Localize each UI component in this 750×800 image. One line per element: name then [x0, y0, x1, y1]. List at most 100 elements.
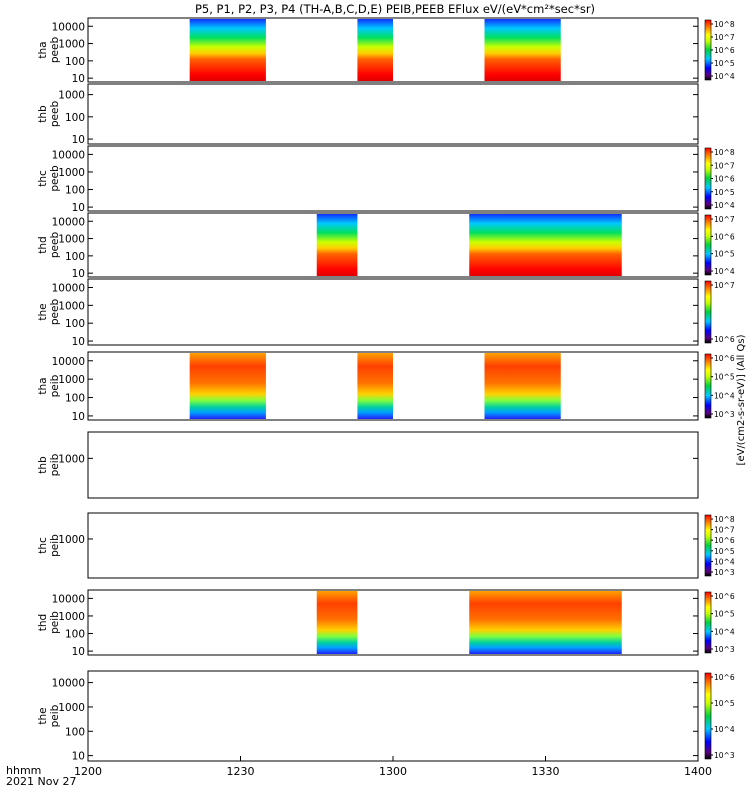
colorbar: [704, 591, 712, 654]
colorbar-tick-label: 10^3: [714, 410, 735, 419]
colorbar-tick-label: 10^7: [714, 33, 735, 42]
y-tick-label: 1000: [58, 90, 85, 102]
panel-product-label: peeb: [49, 299, 61, 326]
colorbar-tick-label: 10^5: [714, 699, 735, 708]
colorbar-tick-label: 10^6: [714, 536, 735, 545]
spectrogram-block: [316, 591, 358, 654]
panel-the-peib: 10 100 1000 10000 the peib 10^3 10^4 10^5 10^6: [37, 670, 735, 763]
panel-frame: [87, 145, 699, 212]
spectrogram-block: [469, 214, 622, 276]
colorbar-tick-label: 10^5: [714, 59, 735, 68]
panel-frame: [87, 278, 699, 346]
y-tick-label: 10: [72, 646, 85, 658]
panel-probe-label: thc: [37, 170, 49, 187]
colorbar-tick-label: 10^4: [714, 627, 735, 636]
spectrogram-block: [189, 19, 266, 81]
colorbar-tick-label: 10^8: [714, 20, 735, 29]
y-tick-label: 100: [65, 112, 85, 124]
y-tick-label: 100: [65, 56, 85, 68]
colorbar-tick-label: 10^6: [714, 354, 735, 363]
time-axis-label: hhmm: [6, 764, 41, 777]
panel-probe-label: the: [37, 707, 49, 724]
colorbar-tick-label: 10^3: [714, 645, 735, 654]
colorbar-tick-label: 10^7: [714, 215, 735, 224]
y-tick-label: 100: [65, 185, 85, 197]
panel-product-label: peeb: [49, 232, 61, 259]
y-tick-label: 100: [65, 251, 85, 263]
y-tick-label: 100: [65, 393, 85, 405]
x-tick-label: 1200: [74, 765, 102, 778]
panel-frame: [87, 212, 699, 278]
y-tick-label: 1000: [58, 453, 85, 465]
panel-probe-label: thb: [37, 456, 49, 474]
colorbar-tick-label: 10^5: [714, 610, 735, 619]
colorbar-tick-label: 10^4: [714, 557, 735, 566]
colorbar: [704, 19, 712, 81]
colorbar-tick-label: 10^4: [714, 725, 735, 734]
y-tick-label: 10000: [52, 149, 85, 161]
colorbar-tick-label: 10^5: [714, 373, 735, 382]
y-tick-label: 10000: [52, 678, 85, 690]
x-tick-label: 1400: [684, 765, 712, 778]
panel-probe-label: tha: [37, 377, 49, 394]
colorbar-tick-label: 10^7: [714, 526, 735, 535]
y-tick-label: 10: [72, 268, 85, 280]
spectrogram-block: [484, 19, 561, 81]
colorbar-units-label: [eV/(cm2-s-sr-eV)] (All Qs): [736, 334, 747, 465]
colorbar: [704, 353, 712, 419]
y-tick-label: 10: [72, 336, 85, 348]
panel-frame: [87, 431, 699, 499]
panel-probe-label: thd: [37, 614, 49, 631]
colorbar-tick-label: 10^4: [714, 267, 735, 276]
panel-thc-peib: 1000 thc peib 10^3 10^410^5 10^610^7 10^8: [37, 512, 735, 579]
colorbar-tick-label: 10^6: [714, 232, 735, 241]
y-tick-label: 1000: [58, 534, 85, 546]
y-tick-label: 10: [72, 202, 85, 214]
colorbar: [704, 214, 712, 276]
colorbar-tick-label: 10^6: [714, 673, 735, 682]
colorbar-tick-label: 10^5: [714, 188, 735, 197]
panel-product-label: peeb: [49, 101, 61, 128]
time-axis: 1200 1230 1300 1330 1400: [74, 756, 712, 778]
colorbar-tick-label: 10^6: [714, 335, 735, 344]
panel-frame: [87, 670, 699, 762]
colorbar-tick-label: 10^5: [714, 250, 735, 259]
colorbar: [704, 672, 712, 760]
panel-frame: [87, 83, 699, 145]
colorbar-tick-label: 10^5: [714, 547, 735, 556]
panel-thb-peib: 1000 thb peib: [37, 431, 699, 499]
y-tick-label: 10000: [52, 593, 85, 605]
time-axis-date: 2021 Nov 27: [6, 775, 76, 788]
y-tick-label: 100: [65, 629, 85, 641]
panel-product-label: peib: [49, 374, 61, 397]
panel-product-label: peib: [49, 611, 61, 634]
spectrogram-block: [357, 353, 393, 419]
colorbar-tick-label: 10^4: [714, 72, 735, 81]
panel-probe-label: tha: [37, 41, 49, 58]
y-tick-label: 10000: [52, 356, 85, 368]
y-tick-label: 10000: [52, 216, 85, 228]
y-tick-label: 100: [65, 726, 85, 738]
panel-product-label: peeb: [49, 37, 61, 64]
panel-product-label: peib: [49, 704, 61, 727]
colorbar-tick-label: 10^8: [714, 148, 735, 157]
y-tick-label: 10: [72, 751, 85, 763]
panel-product-label: peib: [49, 453, 61, 476]
y-tick-label: 1000: [58, 39, 85, 51]
colorbar-tick-label: 10^6: [714, 46, 735, 55]
spectrogram-block: [484, 353, 561, 419]
panel-frame: [87, 17, 699, 83]
panel-frame: [87, 512, 699, 579]
colorbar-tick-label: 10^7: [714, 281, 735, 290]
colorbar: [704, 147, 712, 210]
x-tick-label: 1230: [227, 765, 255, 778]
panel-probe-label: thc: [37, 537, 49, 554]
panel-probe-label: thd: [37, 236, 49, 253]
y-tick-label: 10: [72, 134, 85, 146]
